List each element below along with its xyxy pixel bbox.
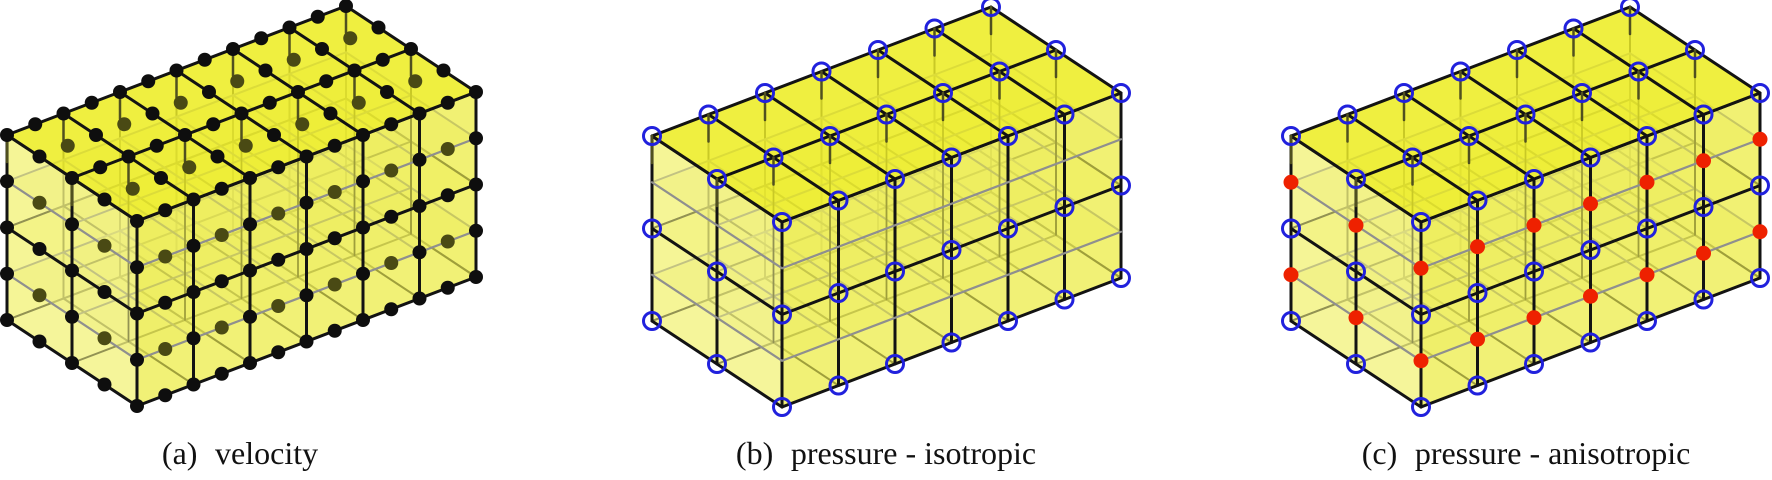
subcaption-c-label: (c) xyxy=(1361,435,1398,471)
mesh-b xyxy=(642,0,1131,417)
subcaption-c: (c) pressure - anisotropic xyxy=(1361,435,1691,471)
subcaption-b: (b) pressure - isotropic xyxy=(735,435,1037,471)
mesh-c xyxy=(1281,0,1770,417)
subcaption-a-label: (a) xyxy=(161,435,198,471)
subcaption-a-text: velocity xyxy=(215,435,319,471)
subcaption-b-text: pressure - isotropic xyxy=(790,435,1037,471)
pressure-nodes xyxy=(642,0,1131,417)
subcaption-b-label: (b) xyxy=(735,435,774,471)
subcaption-a: (a) velocity xyxy=(161,435,319,471)
anisotropic-extra-pressure-nodes xyxy=(1283,131,1768,369)
mesh-a xyxy=(0,0,483,413)
subcaption-c-text: pressure - anisotropic xyxy=(1414,435,1691,471)
pressure-nodes xyxy=(1281,0,1770,417)
velocity-nodes xyxy=(0,0,483,413)
